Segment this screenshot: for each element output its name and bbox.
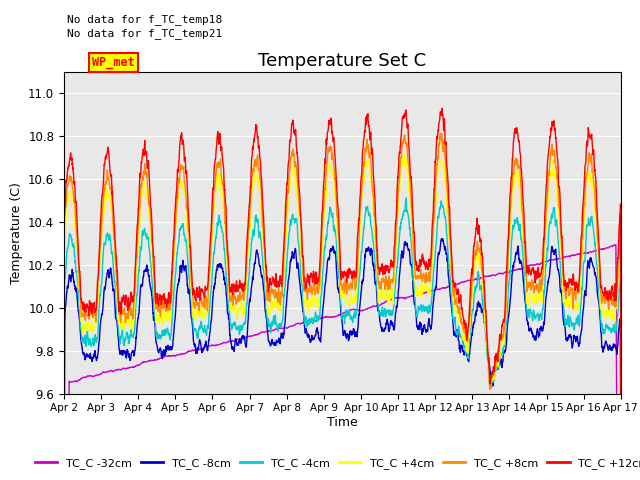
Text: WP_met: WP_met <box>92 56 134 69</box>
Text: No data for f_TC_temp18
No data for f_TC_temp21: No data for f_TC_temp18 No data for f_TC… <box>67 14 222 39</box>
Y-axis label: Temperature (C): Temperature (C) <box>10 182 22 284</box>
X-axis label: Time: Time <box>327 416 358 429</box>
Title: Temperature Set C: Temperature Set C <box>259 52 426 71</box>
Legend: TC_C -32cm, TC_C -8cm, TC_C -4cm, TC_C +4cm, TC_C +8cm, TC_C +12cm: TC_C -32cm, TC_C -8cm, TC_C -4cm, TC_C +… <box>31 454 640 474</box>
